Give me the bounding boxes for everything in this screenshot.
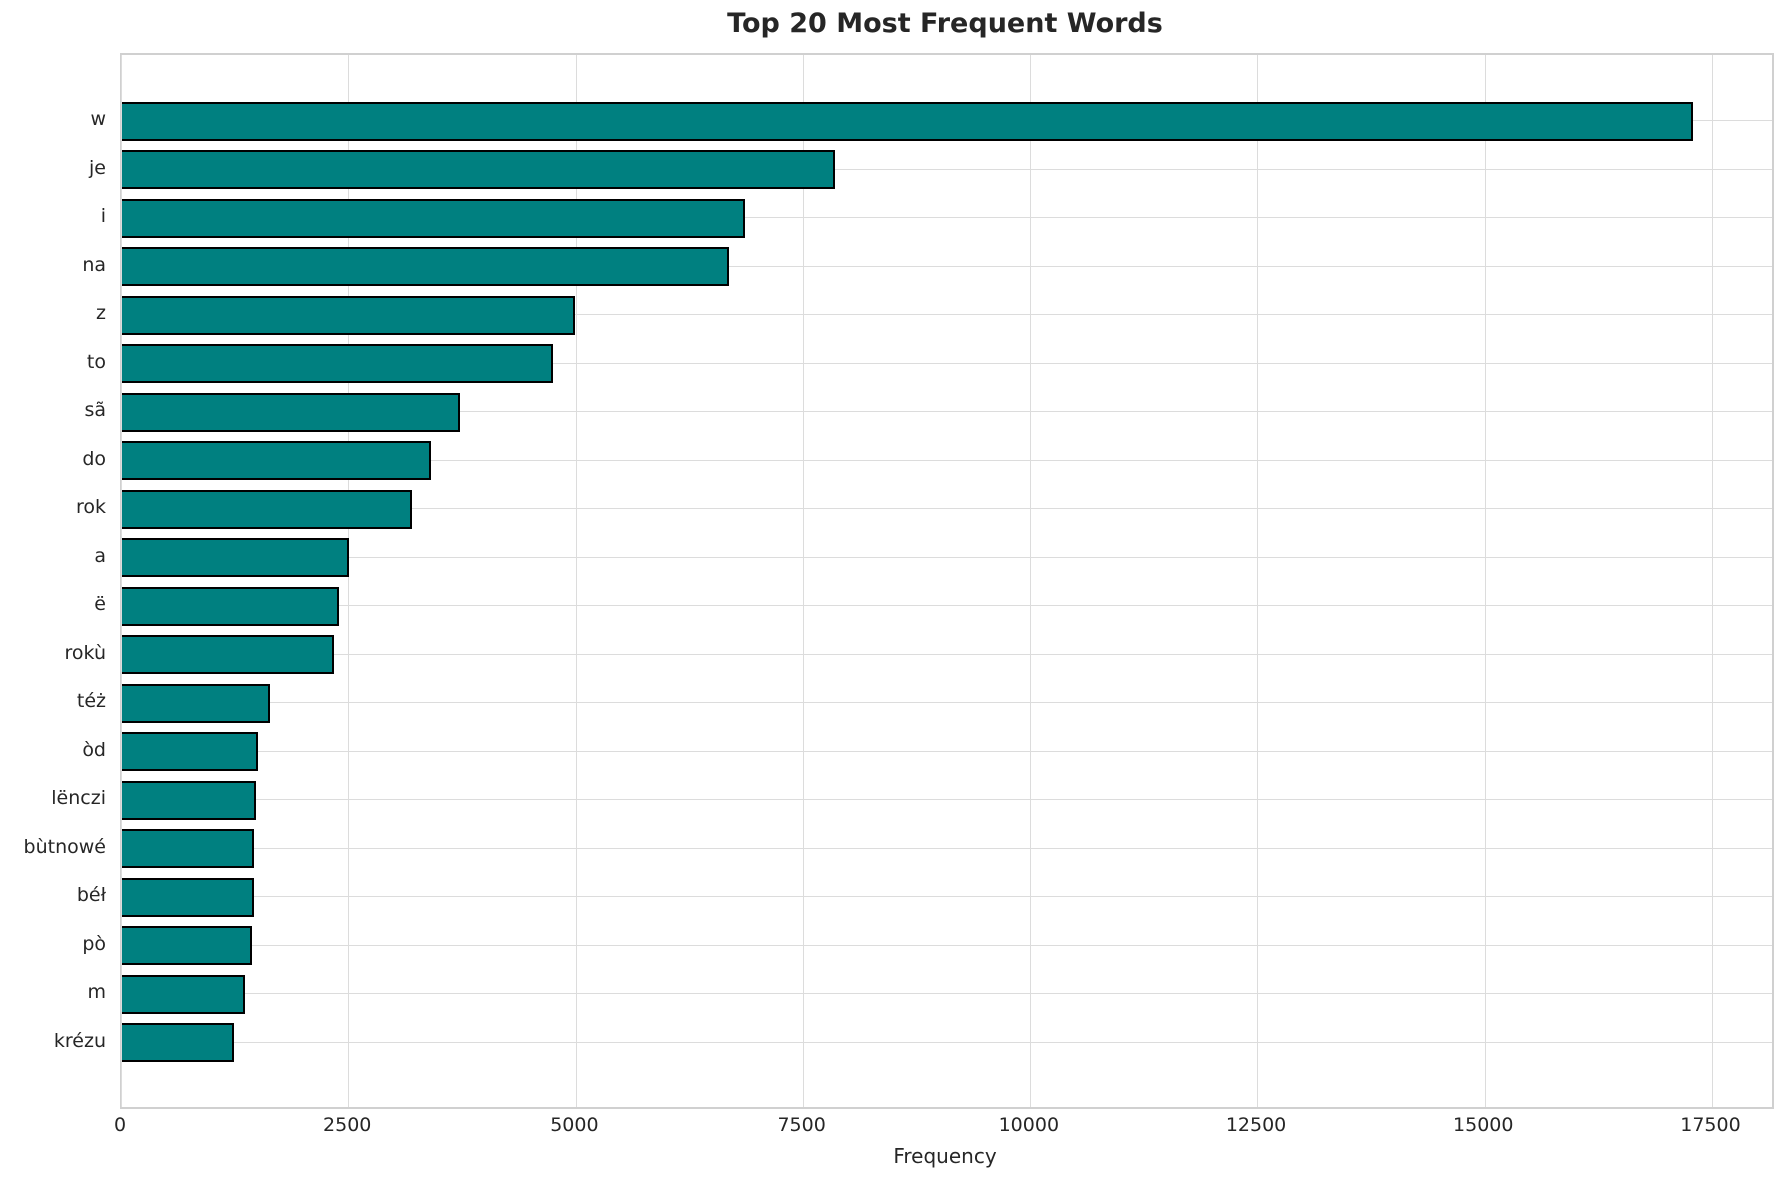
y-gridline-krézu bbox=[122, 1041, 1772, 1043]
bar-m bbox=[122, 974, 245, 1014]
y-tick-label-téż: téż bbox=[76, 690, 106, 712]
y-gridline-sã bbox=[122, 411, 1772, 413]
x-tick-label-10000: 10000 bbox=[998, 1114, 1060, 1136]
y-tick-label-w: w bbox=[90, 108, 106, 130]
y-gridline-béł bbox=[122, 896, 1772, 898]
x-tick-label-7500: 7500 bbox=[777, 1114, 826, 1136]
y-tick-label-lënczi: lënczi bbox=[51, 787, 106, 809]
bar-je bbox=[122, 150, 835, 189]
y-tick-label-ë: ë bbox=[94, 593, 106, 615]
bar-ë bbox=[122, 586, 339, 626]
y-tick-label-sã: sã bbox=[84, 399, 106, 421]
x-tick-label-15000: 15000 bbox=[1453, 1114, 1514, 1136]
bar-z bbox=[122, 295, 575, 335]
y-gridline-z bbox=[122, 314, 1772, 316]
y-tick-label-to: to bbox=[86, 350, 106, 373]
y-gridline-rok bbox=[122, 508, 1772, 510]
bar-a bbox=[122, 538, 349, 577]
bar-lënczi bbox=[122, 780, 257, 820]
x-gridline-7500 bbox=[802, 55, 804, 1107]
x-gridline-5000 bbox=[575, 55, 577, 1107]
plot-area bbox=[120, 53, 1774, 1109]
y-tick-label-krézu: krézu bbox=[53, 1029, 106, 1052]
x-gridline-0 bbox=[121, 55, 123, 1107]
x-axis-title: Frequency bbox=[893, 1144, 997, 1168]
y-tick-label-m: m bbox=[87, 981, 106, 1003]
chart-title: Top 20 Most Frequent Words bbox=[727, 8, 1163, 39]
y-gridline-rokù bbox=[122, 653, 1772, 655]
y-tick-label-z: z bbox=[96, 302, 106, 324]
bar-do bbox=[122, 441, 431, 480]
bar-sã bbox=[122, 392, 460, 432]
y-tick-label-rokù: rokù bbox=[64, 641, 106, 664]
bar-na bbox=[122, 247, 730, 286]
x-tick-label-5000: 5000 bbox=[550, 1114, 599, 1136]
x-gridline-15000 bbox=[1484, 55, 1486, 1107]
x-tick-label-17500: 17500 bbox=[1680, 1114, 1741, 1136]
y-tick-label-do: do bbox=[82, 447, 106, 470]
x-tick-label-12500: 12500 bbox=[1225, 1114, 1287, 1136]
bar-to bbox=[122, 344, 553, 383]
y-gridline-m bbox=[122, 993, 1772, 995]
y-tick-label-na: na bbox=[82, 253, 106, 276]
bar-òd bbox=[122, 732, 258, 771]
y-gridline-bùtnowé bbox=[122, 847, 1772, 849]
y-gridline-na bbox=[122, 265, 1772, 267]
bar-w bbox=[122, 101, 1694, 141]
y-gridline-téż bbox=[122, 702, 1772, 704]
bar-téż bbox=[122, 683, 271, 723]
y-gridline-to bbox=[122, 362, 1772, 364]
y-tick-label-i: i bbox=[100, 205, 106, 227]
y-gridline-lënczi bbox=[122, 799, 1772, 801]
bar-i bbox=[122, 198, 746, 238]
y-tick-label-je: je bbox=[89, 156, 106, 179]
y-tick-label-béł: béł bbox=[76, 884, 106, 906]
y-tick-label-òd: òd bbox=[82, 738, 106, 761]
x-tick-label-0: 0 bbox=[113, 1114, 127, 1136]
y-gridline-ë bbox=[122, 605, 1772, 607]
x-gridline-2500 bbox=[348, 55, 350, 1107]
x-gridline-17500 bbox=[1711, 55, 1713, 1107]
bar-rok bbox=[122, 489, 412, 529]
y-gridline-je bbox=[122, 168, 1772, 170]
y-tick-label-a: a bbox=[94, 544, 106, 567]
y-gridline-a bbox=[122, 556, 1772, 558]
y-tick-label-rok: rok bbox=[75, 496, 106, 518]
y-gridline-i bbox=[122, 217, 1772, 219]
y-gridline-òd bbox=[122, 750, 1772, 752]
bar-rokù bbox=[122, 635, 335, 674]
x-gridline-12500 bbox=[1257, 55, 1259, 1107]
bar-béł bbox=[122, 877, 254, 917]
y-tick-label-pò: pò bbox=[82, 932, 106, 955]
y-gridline-do bbox=[122, 459, 1772, 461]
y-gridline-pò bbox=[122, 944, 1772, 946]
bar-krézu bbox=[122, 1023, 234, 1062]
bar-pò bbox=[122, 926, 252, 965]
x-gridline-10000 bbox=[1030, 55, 1032, 1107]
x-tick-label-2500: 2500 bbox=[323, 1114, 372, 1136]
y-tick-label-bùtnowé: bùtnowé bbox=[23, 835, 106, 858]
bar-bùtnowé bbox=[122, 829, 255, 868]
